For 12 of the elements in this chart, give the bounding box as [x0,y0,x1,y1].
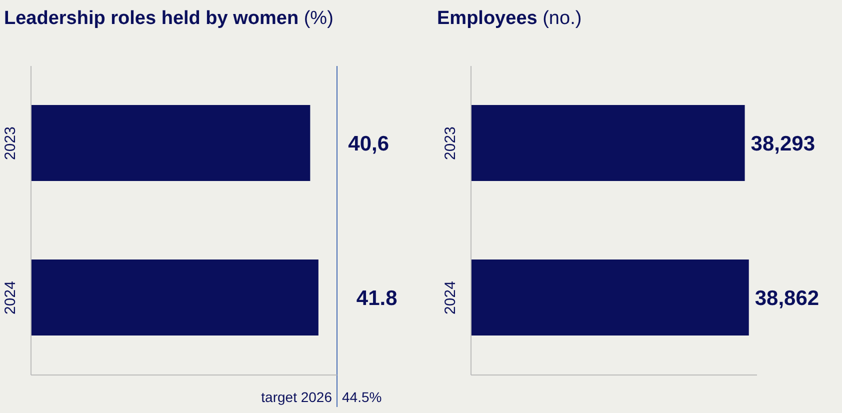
y-tick-label: 2024 [442,281,459,314]
y-tick-label: 2023 [2,126,19,160]
legend-label: target 2026 [261,389,332,405]
data-label: 41.8 [356,286,398,310]
text: 44.5% [342,389,382,405]
y-tick-label: 2024 [2,281,19,314]
data-label: 40,6 [348,132,390,156]
y-tick-label: 2023 [442,126,459,160]
data-label: 38,862 [754,286,820,310]
chart-title: Employees (no.) [437,8,582,29]
chart-title: Leadership roles held by women (%) [4,8,334,29]
data-label: 38,293 [750,132,816,156]
